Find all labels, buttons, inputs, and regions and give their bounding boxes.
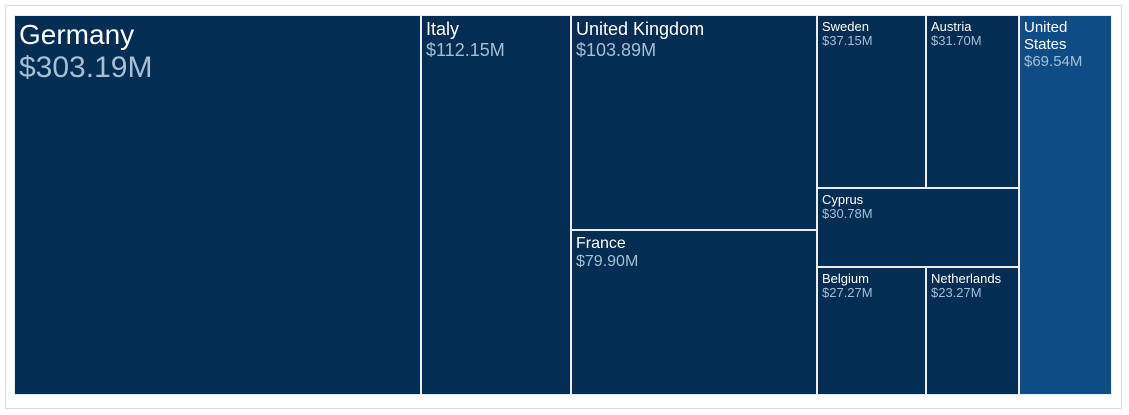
treemap-tile-united-kingdom[interactable]: United Kingdom $103.89M	[571, 15, 817, 230]
tile-value: $23.27M	[931, 285, 982, 301]
treemap-tile-france[interactable]: France $79.90M	[571, 230, 817, 395]
tile-label: Sweden $37.15M	[822, 19, 873, 49]
tile-value: $103.89M	[576, 39, 657, 60]
tile-value: $69.54M	[1024, 53, 1083, 70]
tile-name: Germany	[19, 19, 135, 50]
tile-name: Netherlands	[931, 271, 1002, 286]
tile-name: United States	[1024, 19, 1068, 53]
tile-label: Belgium $27.27M	[822, 271, 873, 301]
tile-value: $79.90M	[576, 252, 639, 270]
tile-name: Austria	[931, 19, 972, 34]
treemap-tile-united-states[interactable]: United States $69.54M	[1019, 15, 1112, 395]
tile-label: France $79.90M	[576, 235, 638, 271]
tile-value: $27.27M	[822, 285, 873, 301]
tile-label: Italy $112.15M	[426, 19, 505, 60]
treemap-tile-germany[interactable]: Germany $303.19M	[14, 15, 421, 395]
tile-value: $30.78M	[822, 206, 873, 222]
tile-label: Cyprus $30.78M	[822, 192, 873, 222]
treemap-tile-belgium[interactable]: Belgium $27.27M	[817, 267, 926, 395]
tile-label: United Kingdom $103.89M	[576, 19, 705, 60]
tile-value: $303.19M	[19, 50, 153, 84]
tile-label: Austria $31.70M	[931, 19, 982, 49]
treemap-tile-austria[interactable]: Austria $31.70M	[926, 15, 1019, 188]
tile-name: France	[576, 235, 626, 252]
treemap-tile-italy[interactable]: Italy $112.15M	[421, 15, 571, 395]
tile-name: Sweden	[822, 19, 869, 34]
tile-label: Netherlands $23.27M	[931, 271, 1002, 301]
tile-name: United Kingdom	[576, 19, 705, 39]
treemap-tile-netherlands[interactable]: Netherlands $23.27M	[926, 267, 1019, 395]
tile-value: $37.15M	[822, 33, 873, 49]
tile-name: Cyprus	[822, 192, 864, 207]
tile-label: United States $69.54M	[1024, 19, 1109, 70]
treemap-tile-sweden[interactable]: Sweden $37.15M	[817, 15, 926, 188]
treemap-tile-cyprus[interactable]: Cyprus $30.78M	[817, 188, 1019, 267]
tile-name: Italy	[426, 19, 460, 39]
tile-value: $112.15M	[426, 39, 505, 60]
tile-label: Germany $303.19M	[19, 19, 153, 85]
treemap-chart: Germany $303.19M Italy $112.15M United Kingd…	[14, 15, 1112, 395]
tile-value: $31.70M	[931, 33, 982, 49]
tile-name: Belgium	[822, 271, 869, 286]
